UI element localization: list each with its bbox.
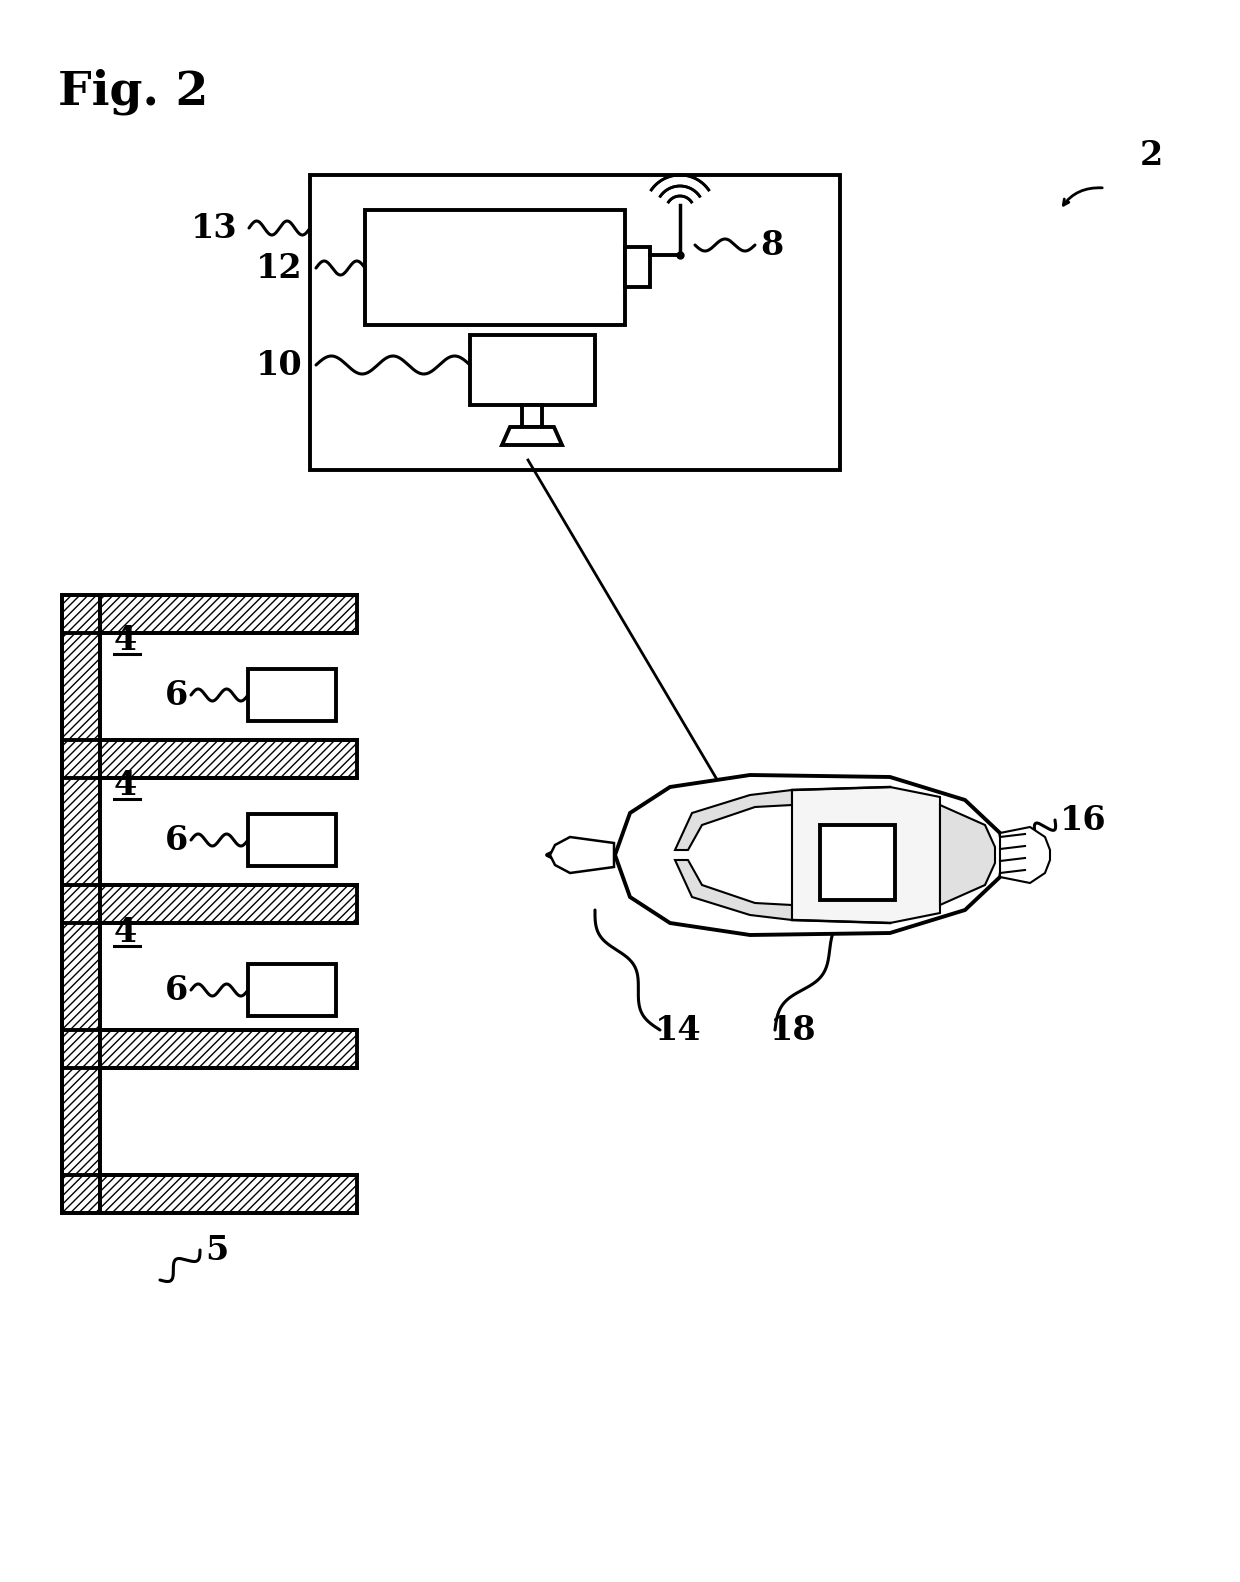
Bar	[310, 176, 839, 470]
Bar	[522, 405, 542, 427]
Bar	[62, 595, 100, 1213]
Text: 18: 18	[770, 1014, 817, 1047]
Text: 16: 16	[1060, 804, 1106, 837]
Bar	[248, 963, 336, 1016]
Bar	[62, 1175, 357, 1213]
Text: 4: 4	[114, 769, 138, 802]
Polygon shape	[502, 427, 562, 445]
Bar	[470, 335, 595, 405]
Polygon shape	[615, 775, 1004, 935]
Text: 4: 4	[114, 916, 138, 949]
Polygon shape	[999, 827, 1050, 883]
Bar	[625, 247, 650, 286]
Text: 14: 14	[655, 1014, 702, 1047]
Text: Fig. 2: Fig. 2	[58, 68, 208, 114]
Bar	[248, 815, 336, 865]
Text: 2: 2	[1140, 139, 1163, 171]
Bar	[62, 884, 357, 922]
Bar	[248, 669, 336, 721]
Polygon shape	[551, 837, 614, 873]
Bar	[365, 210, 625, 324]
Text: 13: 13	[191, 212, 237, 245]
Text: 5: 5	[205, 1234, 228, 1267]
Text: 4: 4	[114, 623, 138, 657]
Bar	[62, 740, 357, 778]
Polygon shape	[940, 805, 994, 905]
Polygon shape	[675, 861, 792, 921]
Text: 6: 6	[165, 679, 188, 712]
Text: 8: 8	[760, 228, 784, 261]
Text: 6: 6	[165, 973, 188, 1006]
Text: 12: 12	[257, 252, 303, 285]
Text: 6: 6	[165, 824, 188, 856]
Bar	[62, 1030, 357, 1068]
Bar	[820, 824, 895, 900]
Polygon shape	[675, 789, 792, 850]
Polygon shape	[792, 786, 940, 922]
Text: 10: 10	[257, 348, 303, 381]
Bar	[62, 595, 357, 633]
